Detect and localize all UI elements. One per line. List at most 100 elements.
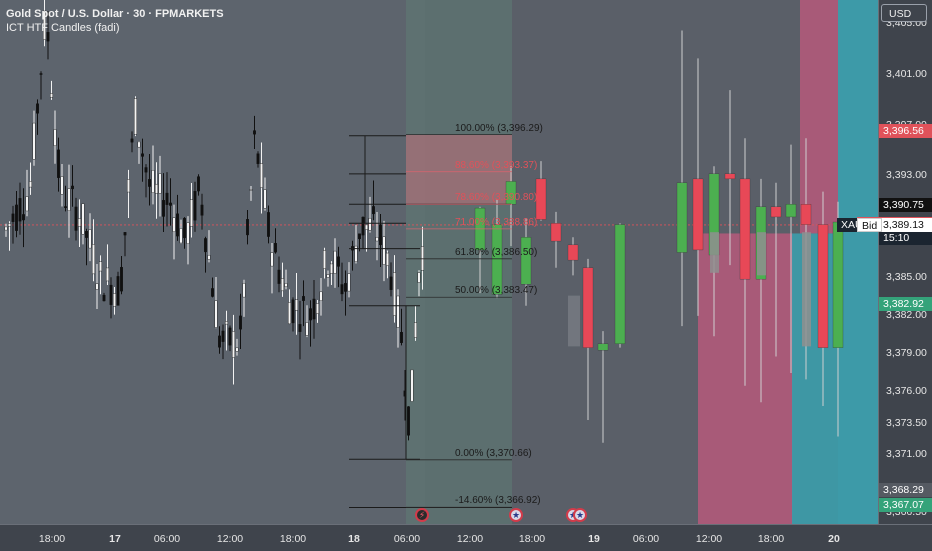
ltf-candle-body	[312, 298, 316, 320]
fib-level-label: 50.00% (3,383.47)	[455, 285, 538, 297]
ltf-candle-body	[284, 283, 288, 287]
ltf-candle-body	[186, 222, 190, 244]
ltf-candle-body	[417, 272, 421, 283]
fib-level-label: -14.60% (3,366.92)	[455, 495, 541, 507]
htf-candle-body	[832, 221, 844, 348]
time-tick-label: 12:00	[695, 533, 723, 545]
ltf-candle-body	[8, 223, 11, 227]
fib-level-label: 100.00% (3,396.29)	[455, 122, 543, 134]
ltf-candle-body	[305, 322, 309, 336]
symbol-title[interactable]: Gold Spot / U.S. Dollar · 30 · FPMARKETS	[6, 8, 224, 20]
time-axis[interactable]: 18:00 17 06:00 12:00 18:00 18 06:00 12:00 18:00 1…	[0, 524, 932, 551]
time-tick-label: 18	[348, 533, 360, 545]
ltf-candle-body	[358, 233, 361, 240]
ltf-candle-body	[407, 406, 410, 436]
ltf-candle-body	[15, 204, 18, 231]
time-tick-label: 18:00	[518, 533, 546, 545]
ltf-candle-body	[200, 204, 204, 216]
htf-candle-body	[817, 224, 829, 348]
price-tag-prefix: Bid	[857, 218, 883, 233]
time-tick-label: 06:00	[632, 533, 660, 545]
ltf-candle-body	[183, 217, 186, 239]
fib-level-label: 61.80% (3,386.50)	[455, 246, 538, 258]
ltf-candle-body	[291, 299, 295, 324]
ltf-candle-body	[148, 179, 151, 187]
event-us-flag-icon[interactable]: ★	[509, 508, 523, 522]
ltf-candle-body	[253, 130, 256, 135]
ltf-candle-body	[144, 167, 148, 173]
ltf-candle-body	[319, 291, 323, 301]
ltf-candle-body	[333, 250, 337, 274]
currency-button[interactable]: USD	[881, 4, 927, 22]
ltf-candle-body	[337, 256, 340, 267]
price-tag: 3,368.29	[879, 482, 932, 497]
ltf-candle-body	[109, 284, 113, 305]
price-tick-label: 3,371.00	[886, 448, 927, 461]
ltf-candle-body	[32, 122, 36, 160]
ltf-candle-body	[158, 173, 162, 194]
ltf-candle-body	[134, 98, 137, 135]
ltf-candle-body	[281, 278, 284, 292]
ltf-candle-body	[396, 295, 400, 328]
ltf-candle-body	[340, 284, 344, 295]
ltf-candle-body	[225, 321, 228, 325]
time-tick-label: 18:00	[757, 533, 785, 545]
ltf-candle-body	[421, 246, 424, 271]
indicator-name[interactable]: ICT HTF Candles (fadi)	[6, 22, 120, 34]
ltf-candle-body	[50, 93, 53, 98]
ltf-candle-body	[270, 252, 274, 267]
ltf-candle-body	[190, 199, 193, 227]
htf-candle-body	[614, 224, 626, 344]
price-tag: 3,390.75	[879, 197, 932, 212]
ltf-candle-body	[256, 153, 260, 164]
event-lightning-icon[interactable]: ⚡	[415, 508, 429, 522]
event-us-flag-icon[interactable]: ★	[573, 508, 587, 522]
ltf-candle-body	[207, 254, 211, 260]
ltf-candle-body	[74, 206, 78, 231]
ltf-candle-body	[169, 202, 172, 206]
ltf-candle-body	[326, 274, 330, 278]
ltf-candle-body	[127, 179, 130, 193]
ltf-candle-body	[211, 288, 214, 297]
ltf-candle-body	[242, 283, 246, 298]
ltf-candle-body	[29, 181, 32, 188]
ltf-candle-body	[221, 330, 225, 342]
ltf-candle-body	[18, 198, 22, 222]
cyan-zone-bottom	[792, 233, 838, 524]
faded-candle	[802, 232, 811, 347]
ltf-candle-body	[99, 261, 102, 272]
fib-level-label: 71.00% (3,388.86)	[455, 216, 538, 228]
htf-candle-body	[491, 224, 503, 295]
price-tick-label: 3,385.00	[886, 270, 927, 283]
ltf-candle-body	[130, 138, 134, 143]
ltf-candle-body	[375, 237, 379, 242]
fib-level-label: 0.00% (3,370.66)	[455, 447, 532, 459]
ltf-candle-body	[354, 245, 358, 262]
htf-candle-body	[770, 206, 782, 218]
ltf-candle-body	[365, 224, 368, 230]
ltf-candle-body	[295, 299, 298, 311]
ltf-candle-body	[53, 129, 57, 146]
faded-candle	[757, 232, 766, 276]
price-axis[interactable]: 3,405.003,401.003,397.003,393.003,385.00…	[878, 0, 932, 524]
ltf-candle-body	[141, 153, 144, 157]
ltf-candle-body	[249, 189, 253, 191]
htf-candle-body	[582, 267, 594, 348]
price-tag: 3,389.13	[879, 218, 932, 233]
ltf-candle-body	[64, 206, 67, 208]
ltf-candle-body	[151, 170, 155, 193]
htf-candle-body	[739, 178, 751, 280]
ltf-candle-body	[235, 347, 239, 352]
ltf-candle-body	[260, 163, 263, 188]
htf-candle-body	[550, 223, 562, 242]
ltf-candle-body	[302, 296, 305, 301]
ltf-candle-body	[193, 191, 197, 221]
ltf-candle-body	[246, 219, 249, 236]
ltf-candle-body	[309, 308, 312, 321]
ltf-candle-body	[204, 238, 207, 253]
ltf-candle-body	[57, 149, 60, 178]
ltf-candle-body	[25, 196, 29, 212]
ltf-candle-body	[39, 73, 43, 75]
